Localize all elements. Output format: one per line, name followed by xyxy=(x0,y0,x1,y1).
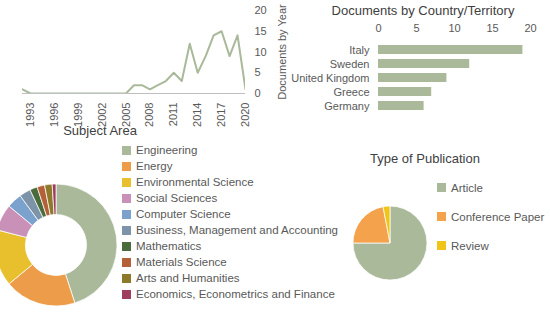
svg-text:United Kingdom: United Kingdom xyxy=(291,72,369,84)
svg-text:0: 0 xyxy=(375,22,381,34)
html-text:Energy: Energy xyxy=(136,160,173,172)
svg-text:1996: 1996 xyxy=(48,103,60,127)
html-text:Review: Review xyxy=(451,239,489,252)
html-text:Article: Article xyxy=(451,181,483,194)
svg-text:10: 10 xyxy=(255,46,267,58)
svg-text:Sweden: Sweden xyxy=(330,58,370,70)
html-text:Social Sciences: Social Sciences xyxy=(136,192,218,204)
svg-text:2014: 2014 xyxy=(191,103,203,127)
svg-text:Germany: Germany xyxy=(324,100,370,112)
html-text:Economics, Econometrics and Fi: Economics, Econometrics and Finance xyxy=(136,288,335,300)
html-text:Subject Area: Subject Area xyxy=(63,123,137,138)
svg-text:20: 20 xyxy=(255,4,267,16)
svg-text:2017: 2017 xyxy=(215,103,227,127)
svg-text:15: 15 xyxy=(255,25,267,37)
svg-text:2020: 2020 xyxy=(239,103,251,127)
svg-text:20: 20 xyxy=(524,22,536,34)
html-text:Environmental Science: Environmental Science xyxy=(136,176,254,188)
svg-text:15: 15 xyxy=(486,22,498,34)
svg-text:1999: 1999 xyxy=(71,102,84,127)
svg-text:0: 0 xyxy=(255,87,261,99)
html-text:Documents by Country/Territory: Documents by Country/Territory xyxy=(331,3,515,18)
svg-text:2011: 2011 xyxy=(167,103,179,127)
svg-text:1993: 1993 xyxy=(24,103,36,127)
svg-text:10: 10 xyxy=(448,22,460,34)
html-text:Business, Management and Accou: Business, Management and Accounting xyxy=(136,224,338,236)
svg-text:2008: 2008 xyxy=(143,103,155,127)
svg-text:2002: 2002 xyxy=(95,102,108,127)
svg-text:Italy: Italy xyxy=(349,44,370,56)
html-text:Materials Science: Materials Science xyxy=(136,256,227,268)
html-text:Computer Science: Computer Science xyxy=(136,208,231,220)
html-text:Mathematics: Mathematics xyxy=(136,240,202,252)
svg-text:5: 5 xyxy=(413,22,419,34)
svg-text:5: 5 xyxy=(255,66,261,78)
html-text:Arts and Humanities: Arts and Humanities xyxy=(136,272,240,284)
html-text:Type of Publication: Type of Publication xyxy=(370,151,480,166)
html-text:Engineering: Engineering xyxy=(136,144,198,156)
svg-text:2005: 2005 xyxy=(119,102,132,127)
svg-text:Documents by Year: Documents by Year xyxy=(276,4,288,100)
html-text:Conference Paper: Conference Paper xyxy=(451,210,545,223)
svg-text:Greece: Greece xyxy=(333,86,369,98)
